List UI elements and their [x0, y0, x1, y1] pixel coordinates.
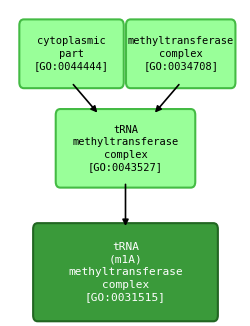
FancyBboxPatch shape: [33, 223, 217, 321]
Text: cytoplasmic
part
[GO:0044444]: cytoplasmic part [GO:0044444]: [34, 37, 108, 71]
Text: methyltransferase
complex
[GO:0034708]: methyltransferase complex [GO:0034708]: [127, 37, 233, 71]
FancyBboxPatch shape: [126, 20, 234, 88]
Text: tRNA
(m1A)
methyltransferase
complex
[GO:0031515]: tRNA (m1A) methyltransferase complex [GO…: [68, 243, 182, 302]
Text: tRNA
methyltransferase
complex
[GO:0043527]: tRNA methyltransferase complex [GO:00435…: [72, 125, 178, 172]
FancyBboxPatch shape: [19, 20, 123, 88]
FancyBboxPatch shape: [56, 109, 194, 188]
